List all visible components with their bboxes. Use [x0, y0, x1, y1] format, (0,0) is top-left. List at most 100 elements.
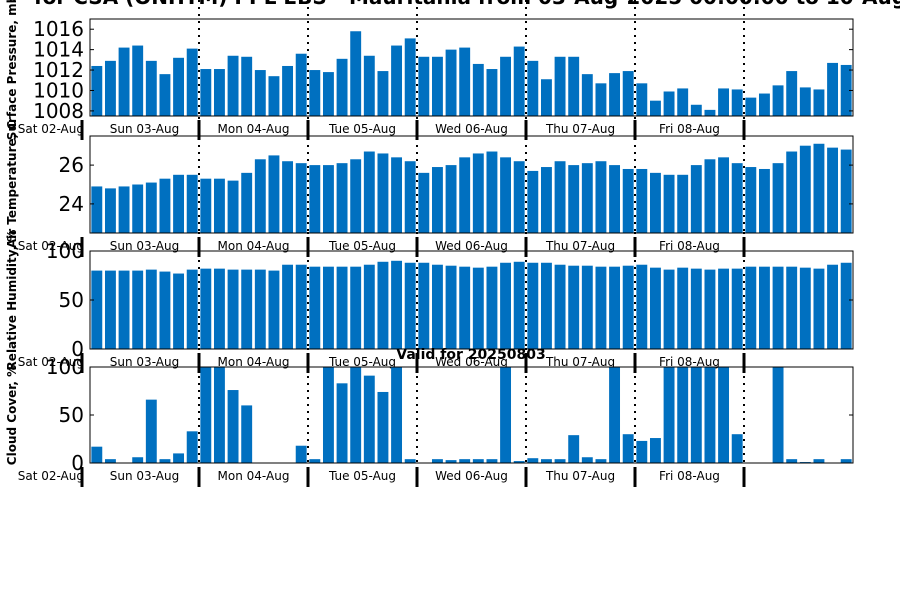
x-day-label: Wed 06-Aug: [435, 122, 508, 136]
bar: [186, 269, 198, 349]
y-tick-label: 26: [59, 153, 84, 177]
bar: [568, 435, 580, 463]
bar: [322, 266, 334, 349]
bar: [91, 186, 103, 233]
x-day-label: Mon 04-Aug: [218, 239, 290, 253]
bar: [649, 100, 661, 116]
bar: [758, 266, 770, 349]
x-day-label: Thu 07-Aug: [545, 355, 615, 369]
plot-frame: [89, 135, 854, 234]
bar: [445, 165, 457, 233]
bar: [254, 70, 266, 116]
bar: [363, 264, 375, 349]
bar: [104, 188, 116, 233]
bar: [377, 391, 389, 463]
bar: [786, 459, 798, 463]
bar: [540, 167, 552, 233]
bar: [295, 53, 307, 116]
bar: [295, 163, 307, 233]
bar: [527, 60, 539, 116]
x-day-label: Fri 08-Aug: [659, 355, 720, 369]
bar: [827, 147, 839, 233]
bar: [663, 174, 675, 233]
bar: [649, 438, 661, 463]
bar: [322, 72, 334, 116]
x-day-label: Fri 08-Aug: [659, 122, 720, 136]
bar: [309, 459, 321, 463]
x-day-label: Wed 06-Aug: [435, 355, 508, 369]
bar: [391, 157, 403, 233]
x-day-label: Fri 08-Aug: [659, 239, 720, 253]
bar: [663, 91, 675, 116]
x-day-label: Mon 04-Aug: [218, 122, 290, 136]
bar: [772, 266, 784, 349]
bar: [132, 45, 144, 116]
bar: [731, 434, 743, 463]
bar: [609, 367, 621, 463]
bar: [159, 74, 171, 116]
bar: [227, 55, 239, 116]
bar: [431, 56, 443, 116]
bar: [459, 157, 471, 233]
bar: [268, 155, 280, 233]
bar: [636, 168, 648, 233]
x-day-label: Wed 06-Aug: [435, 469, 508, 483]
bar: [827, 62, 839, 116]
x-day-label: Fri 08-Aug: [659, 469, 720, 483]
bar: [813, 459, 825, 463]
bar: [309, 165, 321, 233]
bar: [813, 268, 825, 349]
bar: [350, 367, 362, 463]
bar: [622, 168, 634, 233]
y-tick-label: 1014: [33, 38, 84, 62]
bar: [445, 49, 457, 116]
bar: [595, 161, 607, 233]
bar: [282, 264, 294, 349]
bar: [295, 264, 307, 349]
bar: [677, 174, 689, 233]
x-day-label: Tue 05-Aug: [328, 469, 396, 483]
bar: [581, 457, 593, 463]
bar: [472, 153, 484, 233]
bar: [704, 367, 716, 463]
bar: [731, 268, 743, 349]
x-day-label: Mon 04-Aug: [218, 355, 290, 369]
bar: [472, 459, 484, 463]
bar: [118, 186, 130, 233]
bar: [431, 264, 443, 349]
y-tick-label: 24: [59, 192, 84, 216]
bar: [799, 87, 811, 116]
y-tick-label: 50: [59, 403, 84, 427]
bar: [363, 151, 375, 233]
bar: [377, 71, 389, 116]
bar: [159, 178, 171, 233]
bar: [595, 266, 607, 349]
chart-title: for CSA (ONHTM) PPL EBS - Mauritania fro…: [34, 0, 900, 9]
bar: [527, 170, 539, 233]
bar: [758, 93, 770, 116]
bar: [554, 459, 566, 463]
x-day-label: Tue 05-Aug: [328, 355, 396, 369]
bar: [486, 151, 498, 233]
bar: [472, 63, 484, 116]
y-tick-label: 0: [71, 451, 84, 475]
bar: [132, 457, 144, 463]
bar: [173, 273, 185, 349]
bar: [431, 167, 443, 233]
x-day-label: Sun 03-Aug: [110, 469, 179, 483]
bar: [636, 83, 648, 116]
bar: [241, 405, 253, 463]
bar: [227, 390, 239, 463]
bar: [840, 149, 852, 233]
bar: [840, 459, 852, 463]
bar: [527, 458, 539, 463]
x-day-label: Thu 07-Aug: [545, 469, 615, 483]
bar: [282, 161, 294, 233]
x-day-label: Wed 06-Aug: [435, 239, 508, 253]
x-start-label: Sat 02-Aug: [18, 469, 84, 483]
bar: [391, 367, 403, 463]
